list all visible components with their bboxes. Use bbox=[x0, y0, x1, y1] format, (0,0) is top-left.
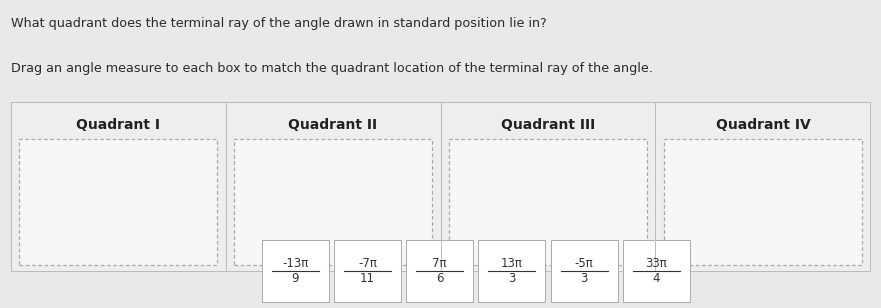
Text: -7π: -7π bbox=[358, 257, 377, 270]
Text: Quadrant I: Quadrant I bbox=[76, 118, 160, 132]
Text: 7π: 7π bbox=[433, 257, 447, 270]
Text: 3: 3 bbox=[508, 272, 515, 285]
FancyBboxPatch shape bbox=[262, 240, 329, 302]
Text: 9: 9 bbox=[292, 272, 299, 285]
FancyBboxPatch shape bbox=[234, 139, 432, 265]
Text: 11: 11 bbox=[359, 272, 375, 285]
FancyBboxPatch shape bbox=[406, 240, 473, 302]
Text: -5π: -5π bbox=[574, 257, 594, 270]
Text: Drag an angle measure to each box to match the quadrant location of the terminal: Drag an angle measure to each box to mat… bbox=[11, 62, 654, 75]
FancyBboxPatch shape bbox=[623, 240, 690, 302]
FancyBboxPatch shape bbox=[19, 139, 217, 265]
Text: 13π: 13π bbox=[501, 257, 522, 270]
Text: 6: 6 bbox=[436, 272, 443, 285]
Text: 3: 3 bbox=[581, 272, 588, 285]
FancyBboxPatch shape bbox=[11, 102, 870, 271]
FancyBboxPatch shape bbox=[664, 139, 862, 265]
Text: 4: 4 bbox=[653, 272, 660, 285]
Text: Quadrant II: Quadrant II bbox=[288, 118, 378, 132]
Text: 33π: 33π bbox=[646, 257, 667, 270]
Text: -13π: -13π bbox=[282, 257, 308, 270]
Text: Quadrant III: Quadrant III bbox=[501, 118, 595, 132]
FancyBboxPatch shape bbox=[334, 240, 401, 302]
FancyBboxPatch shape bbox=[551, 240, 618, 302]
FancyBboxPatch shape bbox=[449, 139, 647, 265]
Text: Quadrant IV: Quadrant IV bbox=[715, 118, 811, 132]
Text: What quadrant does the terminal ray of the angle drawn in standard position lie : What quadrant does the terminal ray of t… bbox=[11, 17, 547, 30]
FancyBboxPatch shape bbox=[478, 240, 545, 302]
